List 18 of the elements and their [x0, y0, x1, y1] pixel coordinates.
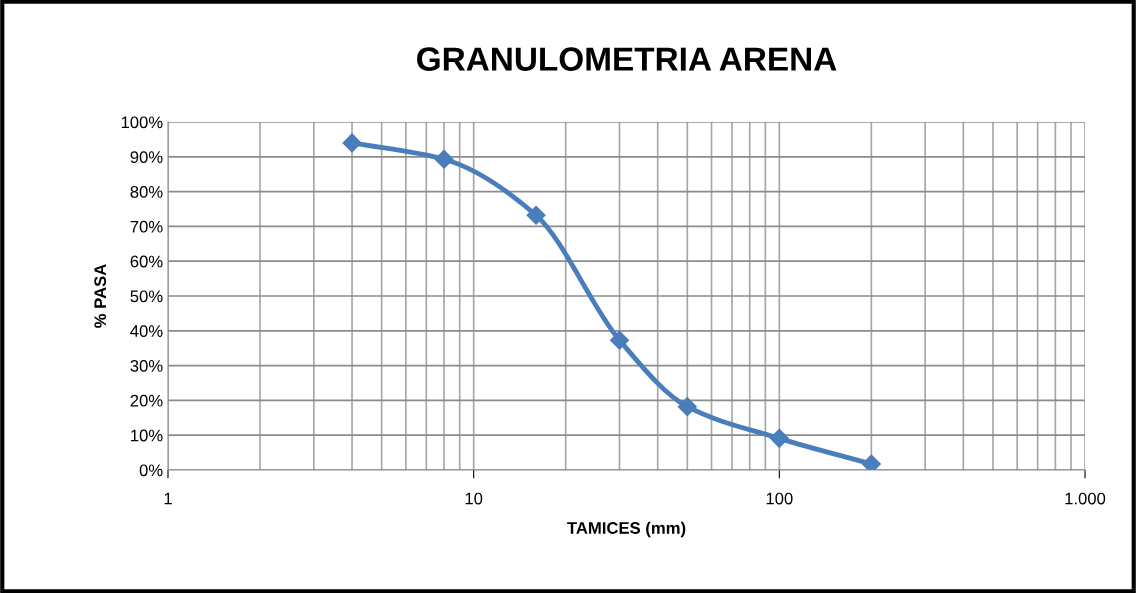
- y-tick-label: 40%: [130, 325, 163, 337]
- y-tick-label: 100%: [121, 116, 163, 129]
- y-tick-label: 80%: [130, 186, 163, 198]
- x-axis-title: TAMICES (mm): [567, 521, 686, 538]
- y-tick-label: 90%: [130, 151, 163, 163]
- chart-title: GRANULOMETRIA ARENA: [417, 47, 837, 71]
- y-tick-label: 60%: [130, 255, 163, 268]
- y-tick-label: 10%: [131, 429, 163, 442]
- y-tick-label: 20%: [130, 394, 163, 407]
- y-axis-title: % PASA: [94, 264, 107, 328]
- y-tick-label: 50%: [130, 290, 163, 303]
- y-tick-label: 30%: [130, 360, 163, 372]
- x-tick-label: 10: [465, 492, 483, 505]
- x-tick-label: 100: [766, 492, 793, 505]
- y-tick-label: 0%: [139, 464, 163, 477]
- x-tick-label: 1: [164, 492, 172, 505]
- x-tick-label: 1.000: [1065, 492, 1106, 505]
- y-tick-label: 70%: [130, 220, 163, 233]
